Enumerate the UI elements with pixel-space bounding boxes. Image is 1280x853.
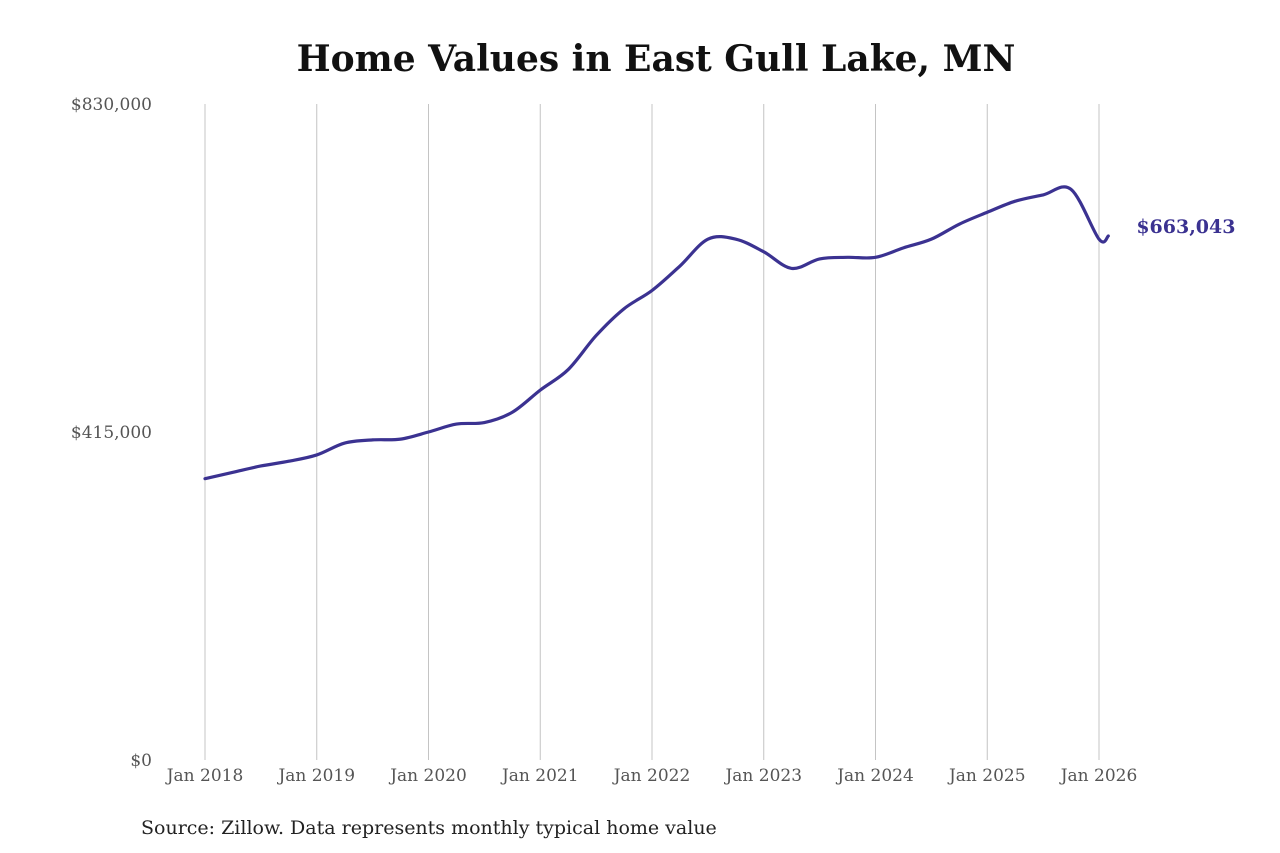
x-tick-label-1: Jan 2019 bbox=[276, 766, 355, 786]
x-tick-label-0: Jan 2018 bbox=[165, 766, 244, 786]
x-tick-label-8: Jan 2026 bbox=[1059, 766, 1138, 786]
y-tick-label-1: $415,000 bbox=[71, 423, 152, 443]
x-tick-label-6: Jan 2024 bbox=[835, 766, 914, 786]
x-tick-label-2: Jan 2020 bbox=[388, 766, 467, 786]
end-value-label: $663,043 bbox=[1136, 216, 1235, 238]
x-axis-tick-labels: Jan 2018 Jan 2019 Jan 2020 Jan 2021 Jan 2022… bbox=[165, 766, 1138, 786]
x-tick-label-4: Jan 2022 bbox=[612, 766, 691, 786]
chart-title: Home Values in East Gull Lake, MN bbox=[296, 38, 1016, 80]
x-tick-label-3: Jan 2021 bbox=[500, 766, 579, 786]
y-tick-label-2: $830,000 bbox=[71, 95, 152, 115]
x-tick-label-5: Jan 2023 bbox=[723, 766, 802, 786]
series-layer bbox=[203, 185, 1110, 481]
source-note: Source: Zillow. Data represents monthly … bbox=[141, 817, 717, 839]
series-line-0 bbox=[203, 185, 1110, 481]
vertical-gridlines bbox=[204, 104, 1100, 760]
x-tick-label-7: Jan 2025 bbox=[947, 766, 1026, 786]
data-label-layer: $663,043 bbox=[1136, 216, 1235, 238]
y-axis-tick-labels: $0 $415,000 $830,000 bbox=[71, 95, 152, 771]
y-tick-label-0: $0 bbox=[130, 751, 152, 771]
